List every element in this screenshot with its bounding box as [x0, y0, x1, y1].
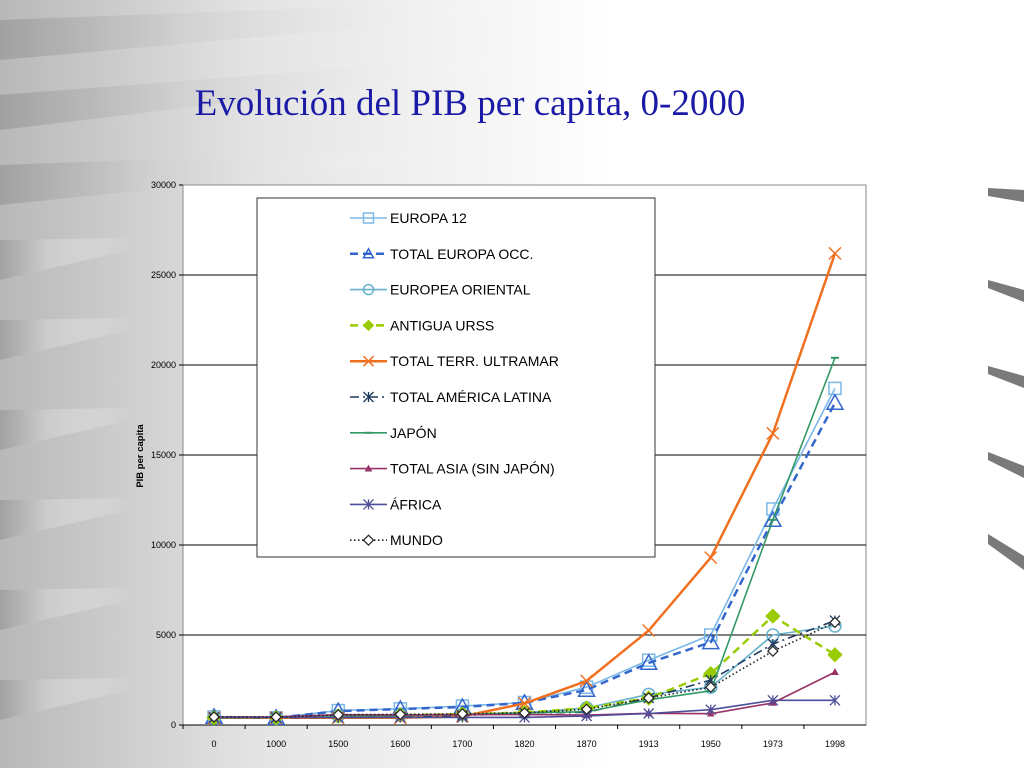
- data-point-total-europa-occ: [639, 653, 658, 671]
- data-point-total-europa-occ: [577, 680, 596, 698]
- series-mundo: [208, 616, 841, 723]
- y-tick-label: 10000: [151, 540, 176, 550]
- legend-item-antigua-urss: ANTIGUA URSS: [350, 317, 494, 333]
- legend-marker: [362, 212, 375, 224]
- legend-marker: [364, 464, 373, 472]
- x-tick-label: 1700: [452, 739, 472, 749]
- legend-label: TOTAL EUROPA OCC.: [390, 246, 533, 262]
- legend-label: TOTAL TERR. ULTRAMAR: [390, 353, 559, 369]
- data-point-total-terr-ultramar: [642, 623, 656, 638]
- data-point-africa: [705, 704, 717, 716]
- x-tick-label: 1000: [266, 739, 286, 749]
- legend-marker: [362, 355, 375, 367]
- data-point-mundo: [270, 711, 282, 723]
- legend-label: ANTIGUA URSS: [390, 317, 494, 333]
- y-tick-label: 25000: [151, 270, 176, 280]
- series-line-total-europa-occ: [213, 402, 837, 720]
- data-point-mundo: [767, 645, 779, 658]
- y-tick-label: 30000: [151, 180, 176, 190]
- y-tick-label: 5000: [156, 630, 176, 640]
- right-edge-tabs: [988, 188, 1024, 570]
- data-point-mundo: [332, 708, 345, 721]
- legend-label: MUNDO: [390, 532, 443, 548]
- legend-item-europa-12: EUROPA 12: [350, 210, 467, 226]
- series-group: [204, 246, 845, 726]
- x-tick-label: 1913: [639, 739, 659, 749]
- x-tick-label: 1870: [577, 739, 597, 749]
- data-point-antigua-urss: [827, 647, 843, 663]
- data-point-total-europa-occ: [825, 393, 845, 410]
- data-point-africa: [829, 694, 841, 706]
- x-tick-label: 1500: [328, 739, 348, 749]
- legend-marker: [362, 534, 375, 547]
- legend-item-total-america-latina: TOTAL AMÉRICA LATINA: [350, 389, 552, 405]
- data-point-mundo: [829, 616, 841, 629]
- data-point-mundo: [208, 711, 220, 723]
- legend-item-total-terr-ultramar: TOTAL TERR. ULTRAMAR: [350, 353, 559, 369]
- data-point-total-europa-occ: [701, 632, 721, 650]
- legend-item-africa: ÁFRICA: [350, 496, 442, 512]
- data-point-mundo: [456, 707, 469, 720]
- legend-item-total-asia-sin-japon: TOTAL ASIA (SIN JAPÓN): [350, 461, 555, 477]
- data-point-mundo: [394, 708, 407, 721]
- decorative-stripes: [0, 0, 520, 720]
- data-point-africa: [643, 708, 655, 719]
- y-tick-label: 0: [171, 720, 176, 730]
- slide-title: Evolución del PIB per capita, 0-2000: [194, 83, 746, 124]
- data-point-total-terr-ultramar: [828, 246, 842, 260]
- legend-marker: [362, 247, 375, 259]
- legend-marker: [362, 283, 375, 296]
- data-point-antigua-urss: [765, 608, 781, 624]
- legend-label: JAPÓN: [390, 425, 437, 441]
- data-point-mundo: [642, 692, 655, 704]
- data-point-mundo: [518, 707, 531, 719]
- data-point-mundo: [704, 681, 717, 694]
- y-axis-label: PIB per capita: [135, 424, 146, 488]
- legend-box: [256, 197, 656, 558]
- x-tick-label: 0: [212, 739, 217, 749]
- legend-label: TOTAL ASIA (SIN JAPÓN): [390, 461, 555, 477]
- x-tick-label: 1998: [825, 739, 845, 749]
- data-point-africa: [767, 694, 779, 706]
- y-axis-ticks: 0 5000 10000 15000 20000 25000 30000: [151, 180, 183, 730]
- legend-label: ÁFRICA: [390, 496, 442, 512]
- legend-label: EUROPA 12: [390, 210, 467, 226]
- data-point-total-asia-sin-japon: [831, 668, 839, 675]
- legend-item-japon: JAPÓN: [350, 425, 437, 441]
- x-tick-label: 1950: [701, 739, 721, 749]
- legend-marker: [362, 319, 375, 332]
- data-point-mundo: [580, 703, 593, 716]
- legend-item-mundo: MUNDO: [350, 532, 443, 548]
- legend-marker: [363, 391, 374, 403]
- x-tick-label: 1600: [390, 739, 410, 749]
- x-tick-label: 1820: [514, 739, 534, 749]
- legend-label: EUROPEA ORIENTAL: [390, 282, 531, 298]
- y-tick-label: 20000: [151, 360, 176, 370]
- legend: EUROPA 12 TOTAL EUROPA OCC. EUROPEA ORIENT…: [256, 197, 656, 558]
- data-point-total-terr-ultramar: [766, 426, 780, 440]
- data-point-total-terr-ultramar: [580, 674, 594, 688]
- legend-item-total-europa-occ: TOTAL EUROPA OCC.: [350, 246, 533, 262]
- data-point-total-terr-ultramar: [517, 696, 532, 710]
- data-point-total-terr-ultramar: [704, 551, 718, 565]
- legend-label: TOTAL AMÉRICA LATINA: [390, 389, 552, 405]
- x-axis-ticks: 0 1000 1500 1600 1700 1820 1870 1913 1950 1973 199…: [182, 724, 866, 749]
- legend-marker: [363, 498, 374, 510]
- legend-item-europea-oriental: EUROPEA ORIENTAL: [350, 282, 531, 298]
- y-tick-label: 15000: [151, 450, 176, 460]
- x-tick-label: 1973: [763, 739, 783, 749]
